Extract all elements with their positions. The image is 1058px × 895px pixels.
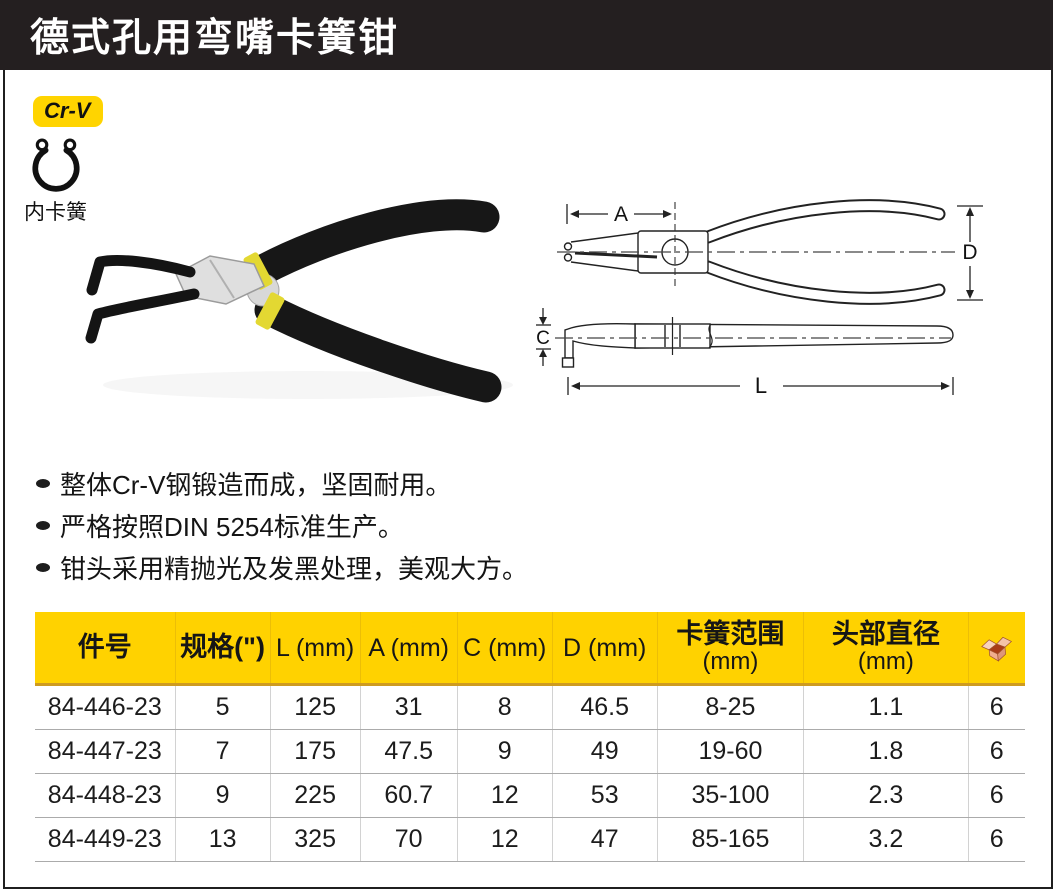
- cell-head: 3.2: [803, 818, 967, 861]
- header-c: C (mm): [456, 612, 552, 683]
- table-row: 84-447-23 7 175 47.5 9 49 19-60 1.8 6: [35, 730, 1025, 774]
- circlip-icon: [32, 138, 80, 192]
- header-head-diameter: 头部直径 (mm): [803, 612, 967, 683]
- bullet-icon: [36, 562, 50, 572]
- cell-a: 70: [359, 818, 457, 861]
- feature-item: 钳头采用精抛光及发黑处理，美观大方。: [36, 546, 528, 588]
- cell-d: 53: [551, 774, 657, 817]
- spec-table: 件号 规格(") L (mm) A (mm) C (mm) D (mm) 卡簧范…: [35, 612, 1025, 862]
- cell-c: 12: [456, 774, 552, 817]
- product-photo: [85, 199, 513, 403]
- feature-text: 整体Cr-V钢锻造而成，坚固耐用。: [60, 469, 452, 500]
- cell-spec: 5: [174, 686, 270, 729]
- feature-item: 整体Cr-V钢锻造而成，坚固耐用。: [36, 462, 528, 504]
- title-bar: 德式孔用弯嘴卡簧钳: [0, 0, 1053, 70]
- cell-range: 85-165: [656, 818, 804, 861]
- header-d: D (mm): [551, 612, 657, 683]
- feature-text: 钳头采用精抛光及发黑处理，美观大方。: [60, 553, 529, 584]
- header-pack-qty: [967, 612, 1025, 683]
- cell-pack: 6: [967, 818, 1025, 861]
- dim-label-d: D: [962, 241, 977, 264]
- page-title: 德式孔用弯嘴卡簧钳: [30, 17, 400, 60]
- header-head-diameter-unit: (mm): [857, 648, 914, 676]
- cell-range: 8-25: [656, 686, 804, 729]
- cell-spec: 9: [174, 774, 270, 817]
- cell-l: 225: [269, 774, 360, 817]
- header-l: L (mm): [269, 612, 360, 683]
- cell-c: 9: [456, 730, 552, 773]
- cell-a: 31: [359, 686, 457, 729]
- cell-spec: 13: [174, 818, 270, 861]
- cell-d: 46.5: [551, 686, 657, 729]
- cell-part-no: 84-446-23: [47, 693, 162, 721]
- dim-label-c: C: [536, 328, 550, 349]
- cell-c: 8: [456, 686, 552, 729]
- cell-pack: 6: [967, 730, 1025, 773]
- cell-l: 325: [269, 818, 360, 861]
- technical-drawing: A D C L: [536, 199, 983, 398]
- cell-range: 35-100: [656, 774, 804, 817]
- header-head-diameter-main: 头部直径: [831, 618, 940, 649]
- header-a: A (mm): [359, 612, 457, 683]
- table-row: 84-446-23 5 125 31 8 46.5 8-25 1.1 6: [35, 686, 1025, 730]
- header-circlip-range-main: 卡簧范围: [676, 618, 785, 649]
- cell-part-no: 84-449-23: [47, 825, 162, 853]
- dim-label-l: L: [755, 373, 767, 398]
- cell-range: 19-60: [656, 730, 804, 773]
- cell-a: 47.5: [359, 730, 457, 773]
- circlip-type-label: 内卡簧: [24, 201, 87, 224]
- package-icon: [980, 636, 1012, 662]
- header-spec: 规格("): [174, 612, 270, 683]
- cell-l: 175: [269, 730, 360, 773]
- cell-part-no: 84-448-23: [47, 781, 162, 809]
- bullet-icon: [36, 478, 50, 488]
- cell-head: 1.1: [803, 686, 967, 729]
- features-list: 整体Cr-V钢锻造而成，坚固耐用。 严格按照DIN 5254标准生产。 钳头采用…: [36, 462, 528, 588]
- feature-item: 严格按照DIN 5254标准生产。: [36, 504, 528, 546]
- feature-text: 严格按照DIN 5254标准生产。: [60, 511, 404, 542]
- material-badge: Cr-V: [33, 96, 104, 127]
- cell-spec: 7: [174, 730, 270, 773]
- cell-d: 49: [551, 730, 657, 773]
- header-circlip-range: 卡簧范围 (mm): [656, 612, 804, 683]
- cell-head: 1.8: [803, 730, 967, 773]
- cell-l: 125: [269, 686, 360, 729]
- table-row: 84-448-23 9 225 60.7 12 53 35-100 2.3 6: [35, 774, 1025, 818]
- cell-d: 47: [551, 818, 657, 861]
- table-row: 84-449-23 13 325 70 12 47 85-165 3.2 6: [35, 818, 1025, 862]
- cell-pack: 6: [967, 686, 1025, 729]
- cell-c: 12: [456, 818, 552, 861]
- cell-a: 60.7: [359, 774, 457, 817]
- header-circlip-range-unit: (mm): [702, 648, 759, 676]
- cell-pack: 6: [967, 774, 1025, 817]
- dim-label-a: A: [614, 203, 628, 226]
- cell-head: 2.3: [803, 774, 967, 817]
- table-header-row: 件号 规格(") L (mm) A (mm) C (mm) D (mm) 卡簧范…: [35, 612, 1025, 686]
- bullet-icon: [36, 520, 50, 530]
- cell-part-no: 84-447-23: [47, 737, 162, 765]
- header-part-no: 件号: [77, 632, 132, 663]
